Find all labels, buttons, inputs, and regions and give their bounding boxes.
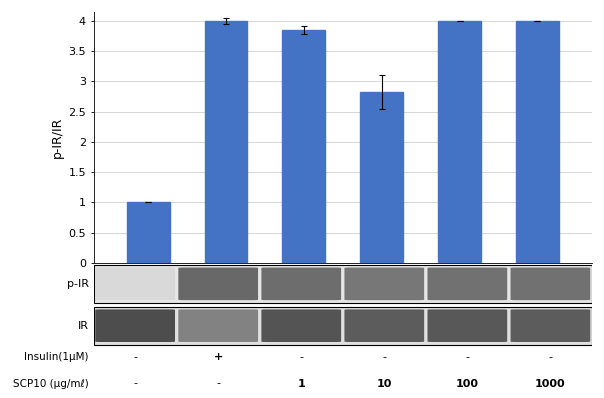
Text: SCP10 (μg/mℓ): SCP10 (μg/mℓ): [13, 378, 89, 388]
Text: 10: 10: [377, 378, 392, 388]
Bar: [361, 92, 403, 263]
Text: -: -: [465, 352, 469, 362]
Text: -: -: [133, 378, 137, 388]
FancyBboxPatch shape: [510, 267, 590, 300]
Text: 1: 1: [297, 378, 305, 388]
Text: +: +: [214, 352, 223, 362]
FancyBboxPatch shape: [95, 309, 175, 342]
Text: -: -: [133, 352, 137, 362]
Text: 1000: 1000: [535, 378, 566, 388]
Text: p-IR: p-IR: [66, 279, 89, 289]
Bar: [438, 21, 481, 263]
FancyBboxPatch shape: [94, 307, 592, 345]
Text: -: -: [382, 352, 387, 362]
Text: -: -: [299, 352, 303, 362]
Bar: [205, 21, 248, 263]
FancyBboxPatch shape: [344, 267, 424, 300]
FancyBboxPatch shape: [94, 265, 592, 303]
Text: -: -: [216, 378, 220, 388]
Bar: [516, 21, 559, 263]
FancyBboxPatch shape: [510, 309, 590, 342]
FancyBboxPatch shape: [262, 267, 341, 300]
FancyBboxPatch shape: [428, 309, 507, 342]
Text: IR: IR: [78, 321, 89, 331]
FancyBboxPatch shape: [428, 267, 507, 300]
Y-axis label: p-IR/IR: p-IR/IR: [51, 117, 64, 158]
FancyBboxPatch shape: [344, 309, 424, 342]
Text: 100: 100: [456, 378, 479, 388]
Bar: [283, 30, 325, 263]
FancyBboxPatch shape: [95, 267, 175, 300]
FancyBboxPatch shape: [178, 309, 258, 342]
Text: -: -: [548, 352, 553, 362]
FancyBboxPatch shape: [262, 309, 341, 342]
FancyBboxPatch shape: [178, 267, 258, 300]
Bar: [127, 203, 170, 263]
Text: Insulin(1μM): Insulin(1μM): [24, 352, 89, 362]
